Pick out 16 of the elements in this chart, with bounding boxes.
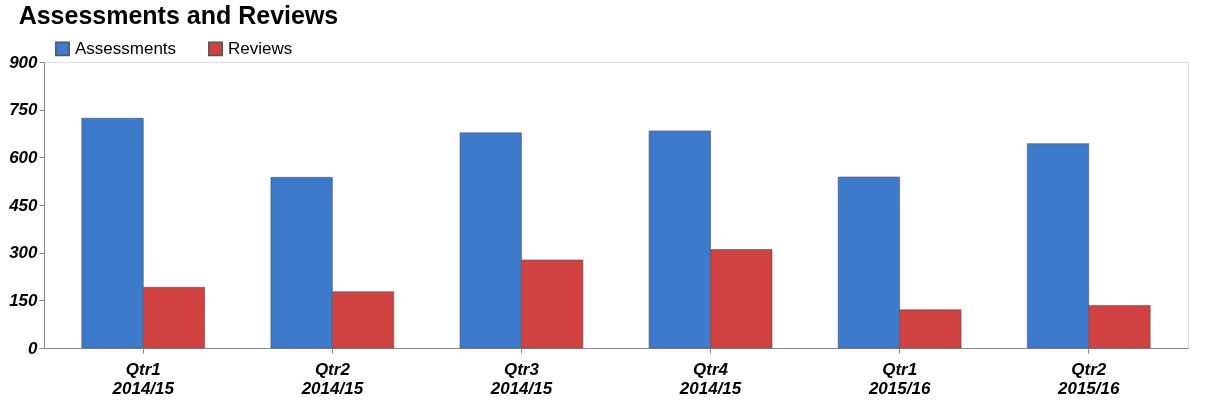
y-tick-label: 450 bbox=[8, 195, 39, 215]
y-tick-label: 750 bbox=[9, 100, 39, 120]
x-tick-label: Qtr2 2014/15 bbox=[300, 359, 364, 398]
x-tick-label: Qtr1 2014/15 bbox=[111, 359, 175, 398]
x-tick-label: Qtr1 2015/16 bbox=[867, 359, 931, 398]
x-tick-label: Qtr4 2014/15 bbox=[678, 359, 742, 398]
y-tick-label: 600 bbox=[9, 147, 39, 167]
legend-label: Assessments bbox=[75, 38, 177, 58]
y-tick-label: 300 bbox=[9, 243, 39, 263]
y-tick-label: 0 bbox=[28, 338, 39, 358]
y-tick-label: 900 bbox=[9, 52, 39, 72]
legend-label: Reviews bbox=[228, 38, 293, 58]
chart-title: Assessments and Reviews bbox=[18, 1, 339, 29]
x-tick-label: Qtr2 2015/16 bbox=[1057, 359, 1120, 398]
x-tick-label: Qtr3 2014/15 bbox=[489, 359, 553, 398]
y-tick-label: 150 bbox=[9, 290, 39, 310]
